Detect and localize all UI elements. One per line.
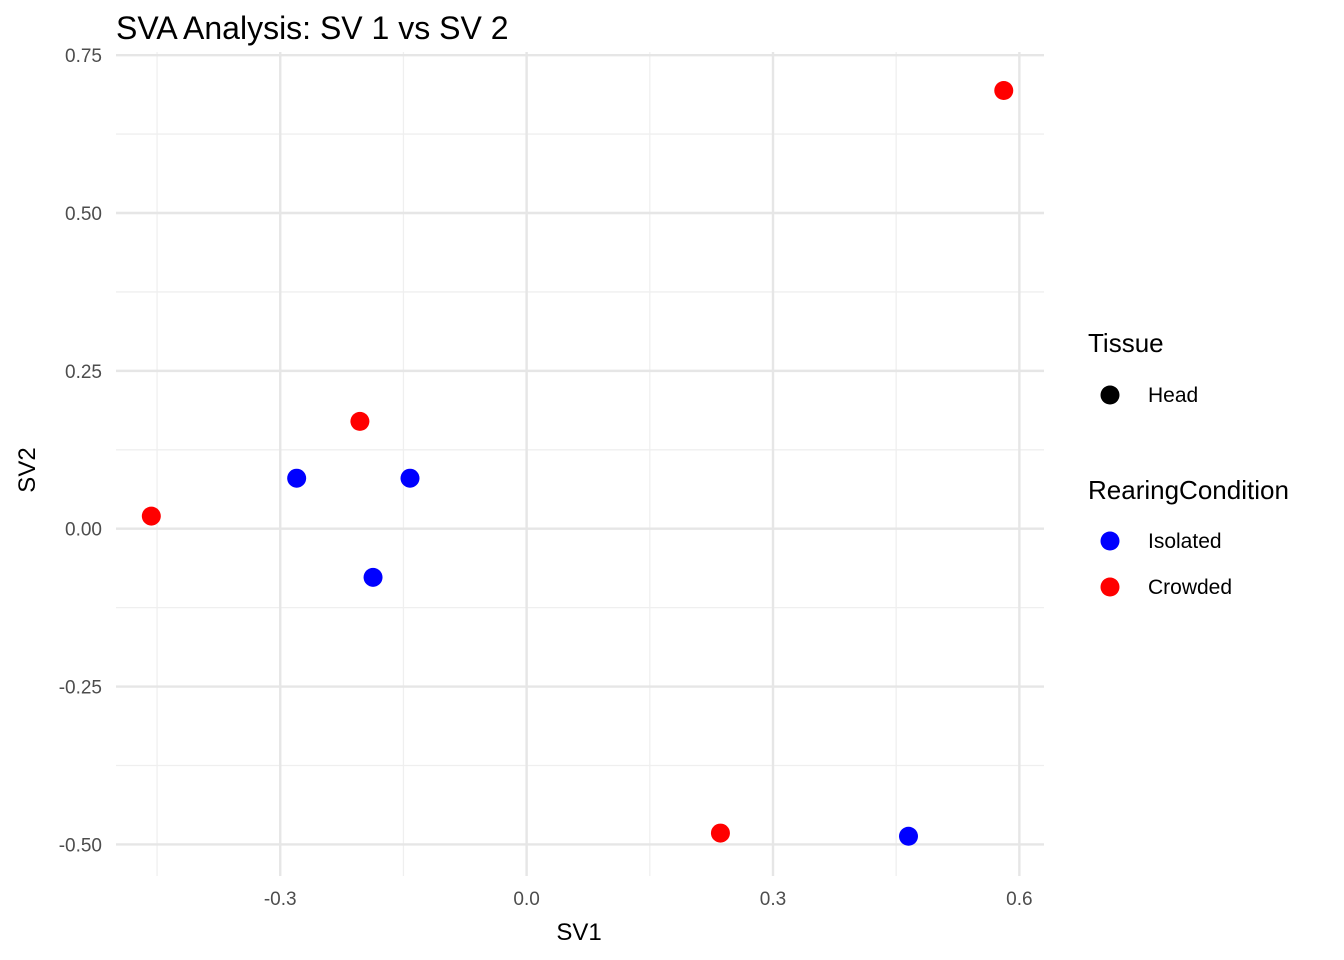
point-isolated [898, 826, 918, 846]
x-tick-label: 0.3 [760, 889, 786, 910]
point-crowded [710, 823, 730, 843]
point-isolated [287, 468, 307, 488]
point-isolated [400, 468, 420, 488]
data-points [141, 81, 1014, 846]
legend: Tissue Head RearingCondition Isolated Crowde… [1088, 328, 1289, 599]
point-crowded [141, 506, 161, 526]
legend-key [1100, 385, 1120, 405]
legend-title: Tissue [1088, 328, 1164, 358]
legend-title: RearingCondition [1088, 475, 1289, 505]
plot-grid [116, 52, 1044, 876]
y-axis-label: SV2 [14, 447, 41, 492]
legend-label: Head [1148, 384, 1198, 407]
x-tick-label: 0.0 [513, 889, 539, 910]
legend-label: Crowded [1148, 576, 1232, 599]
point-crowded [350, 411, 370, 431]
point-crowded [994, 81, 1014, 101]
x-tick-label: -0.3 [264, 889, 297, 910]
y-axis-ticks: -0.50 -0.25 0.00 0.25 0.50 0.75 [59, 46, 102, 856]
legend-key [1100, 531, 1120, 551]
point-isolated [363, 567, 383, 587]
y-tick-label: 0.25 [65, 362, 102, 383]
y-tick-label: -0.25 [59, 678, 102, 699]
x-tick-label: 0.6 [1006, 889, 1032, 910]
y-tick-label: -0.50 [59, 835, 102, 856]
x-axis-label: SV1 [556, 919, 601, 946]
x-axis-ticks: -0.3 0.0 0.3 0.6 [264, 889, 1033, 910]
legend-key [1100, 577, 1120, 597]
y-tick-label: 0.00 [65, 520, 102, 541]
y-tick-label: 0.75 [65, 46, 102, 67]
y-tick-label: 0.50 [65, 204, 102, 225]
chart-title: SVA Analysis: SV 1 vs SV 2 [116, 10, 508, 46]
legend-label: Isolated [1148, 530, 1222, 553]
